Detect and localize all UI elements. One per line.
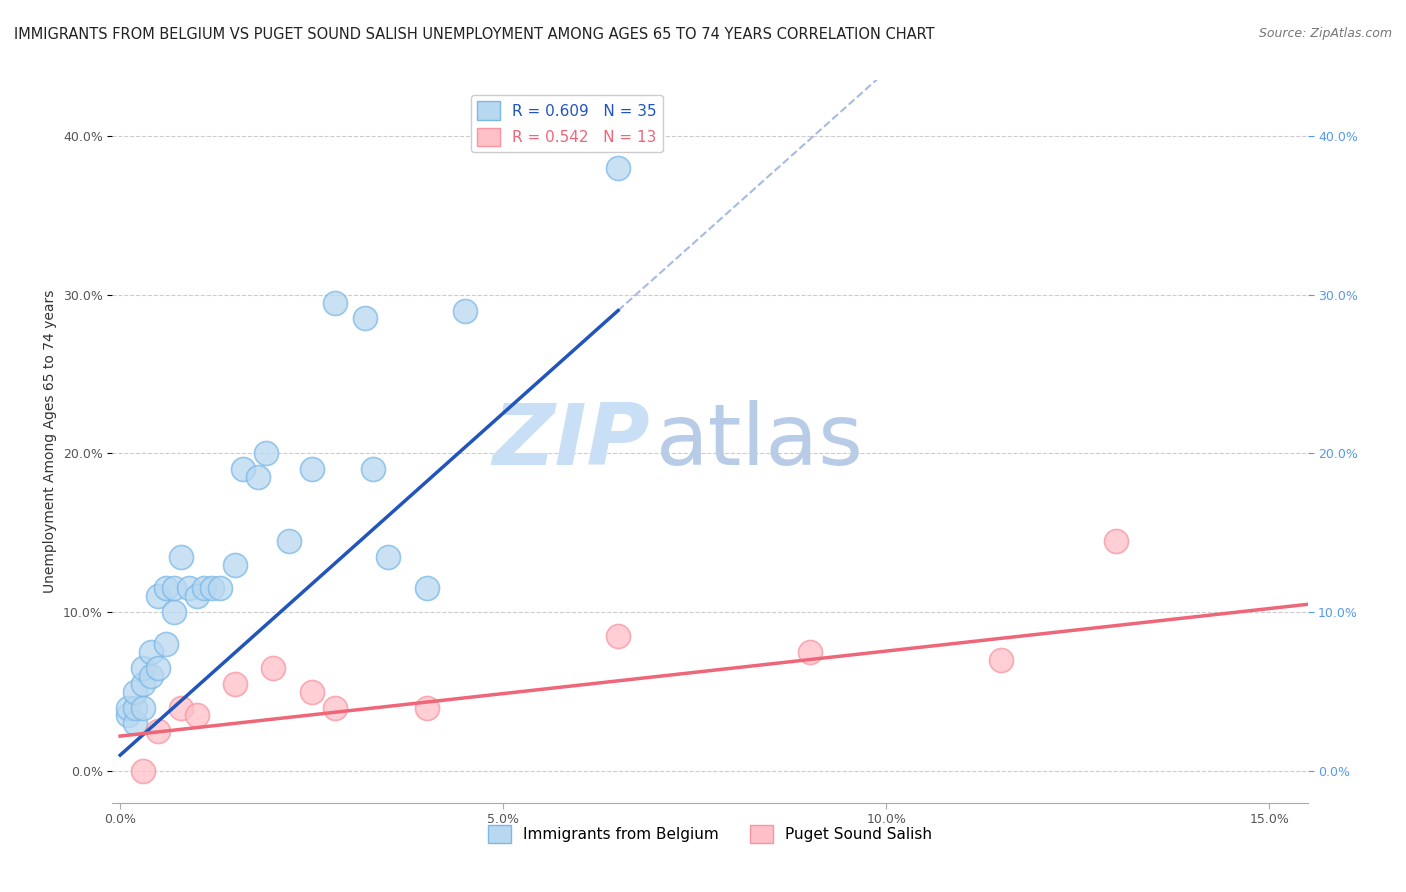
- Point: [247, 470, 270, 484]
- Point: [323, 295, 346, 310]
- Point: [117, 700, 139, 714]
- Text: IMMIGRANTS FROM BELGIUM VS PUGET SOUND SALISH UNEMPLOYMENT AMONG AGES 65 TO 74 Y: IMMIGRANTS FROM BELGIUM VS PUGET SOUND S…: [14, 27, 935, 42]
- Point: [301, 684, 323, 698]
- Point: [186, 708, 208, 723]
- Point: [254, 446, 277, 460]
- Point: [607, 161, 630, 175]
- Point: [177, 582, 200, 596]
- Point: [148, 661, 170, 675]
- Point: [170, 700, 193, 714]
- Point: [124, 700, 146, 714]
- Point: [170, 549, 193, 564]
- Point: [224, 676, 246, 690]
- Point: [323, 700, 346, 714]
- Point: [193, 582, 215, 596]
- Point: [132, 661, 155, 675]
- Point: [139, 669, 162, 683]
- Point: [124, 684, 146, 698]
- Point: [132, 764, 155, 778]
- Text: atlas: atlas: [657, 400, 865, 483]
- Point: [354, 311, 377, 326]
- Point: [148, 724, 170, 739]
- Point: [377, 549, 399, 564]
- Point: [415, 582, 437, 596]
- Text: Source: ZipAtlas.com: Source: ZipAtlas.com: [1258, 27, 1392, 40]
- Point: [1105, 533, 1128, 548]
- Point: [132, 676, 155, 690]
- Point: [163, 605, 186, 619]
- Point: [208, 582, 231, 596]
- Point: [990, 653, 1012, 667]
- Y-axis label: Unemployment Among Ages 65 to 74 years: Unemployment Among Ages 65 to 74 years: [44, 290, 58, 593]
- Point: [132, 700, 155, 714]
- Point: [201, 582, 224, 596]
- Point: [454, 303, 477, 318]
- Point: [155, 582, 177, 596]
- Point: [124, 716, 146, 731]
- Point: [186, 590, 208, 604]
- Point: [361, 462, 384, 476]
- Point: [277, 533, 299, 548]
- Legend: Immigrants from Belgium, Puget Sound Salish: Immigrants from Belgium, Puget Sound Sal…: [482, 819, 938, 849]
- Point: [148, 590, 170, 604]
- Point: [607, 629, 630, 643]
- Point: [117, 708, 139, 723]
- Point: [163, 582, 186, 596]
- Point: [301, 462, 323, 476]
- Point: [262, 661, 284, 675]
- Text: ZIP: ZIP: [492, 400, 651, 483]
- Point: [155, 637, 177, 651]
- Point: [415, 700, 437, 714]
- Point: [224, 558, 246, 572]
- Point: [232, 462, 254, 476]
- Point: [139, 645, 162, 659]
- Point: [799, 645, 821, 659]
